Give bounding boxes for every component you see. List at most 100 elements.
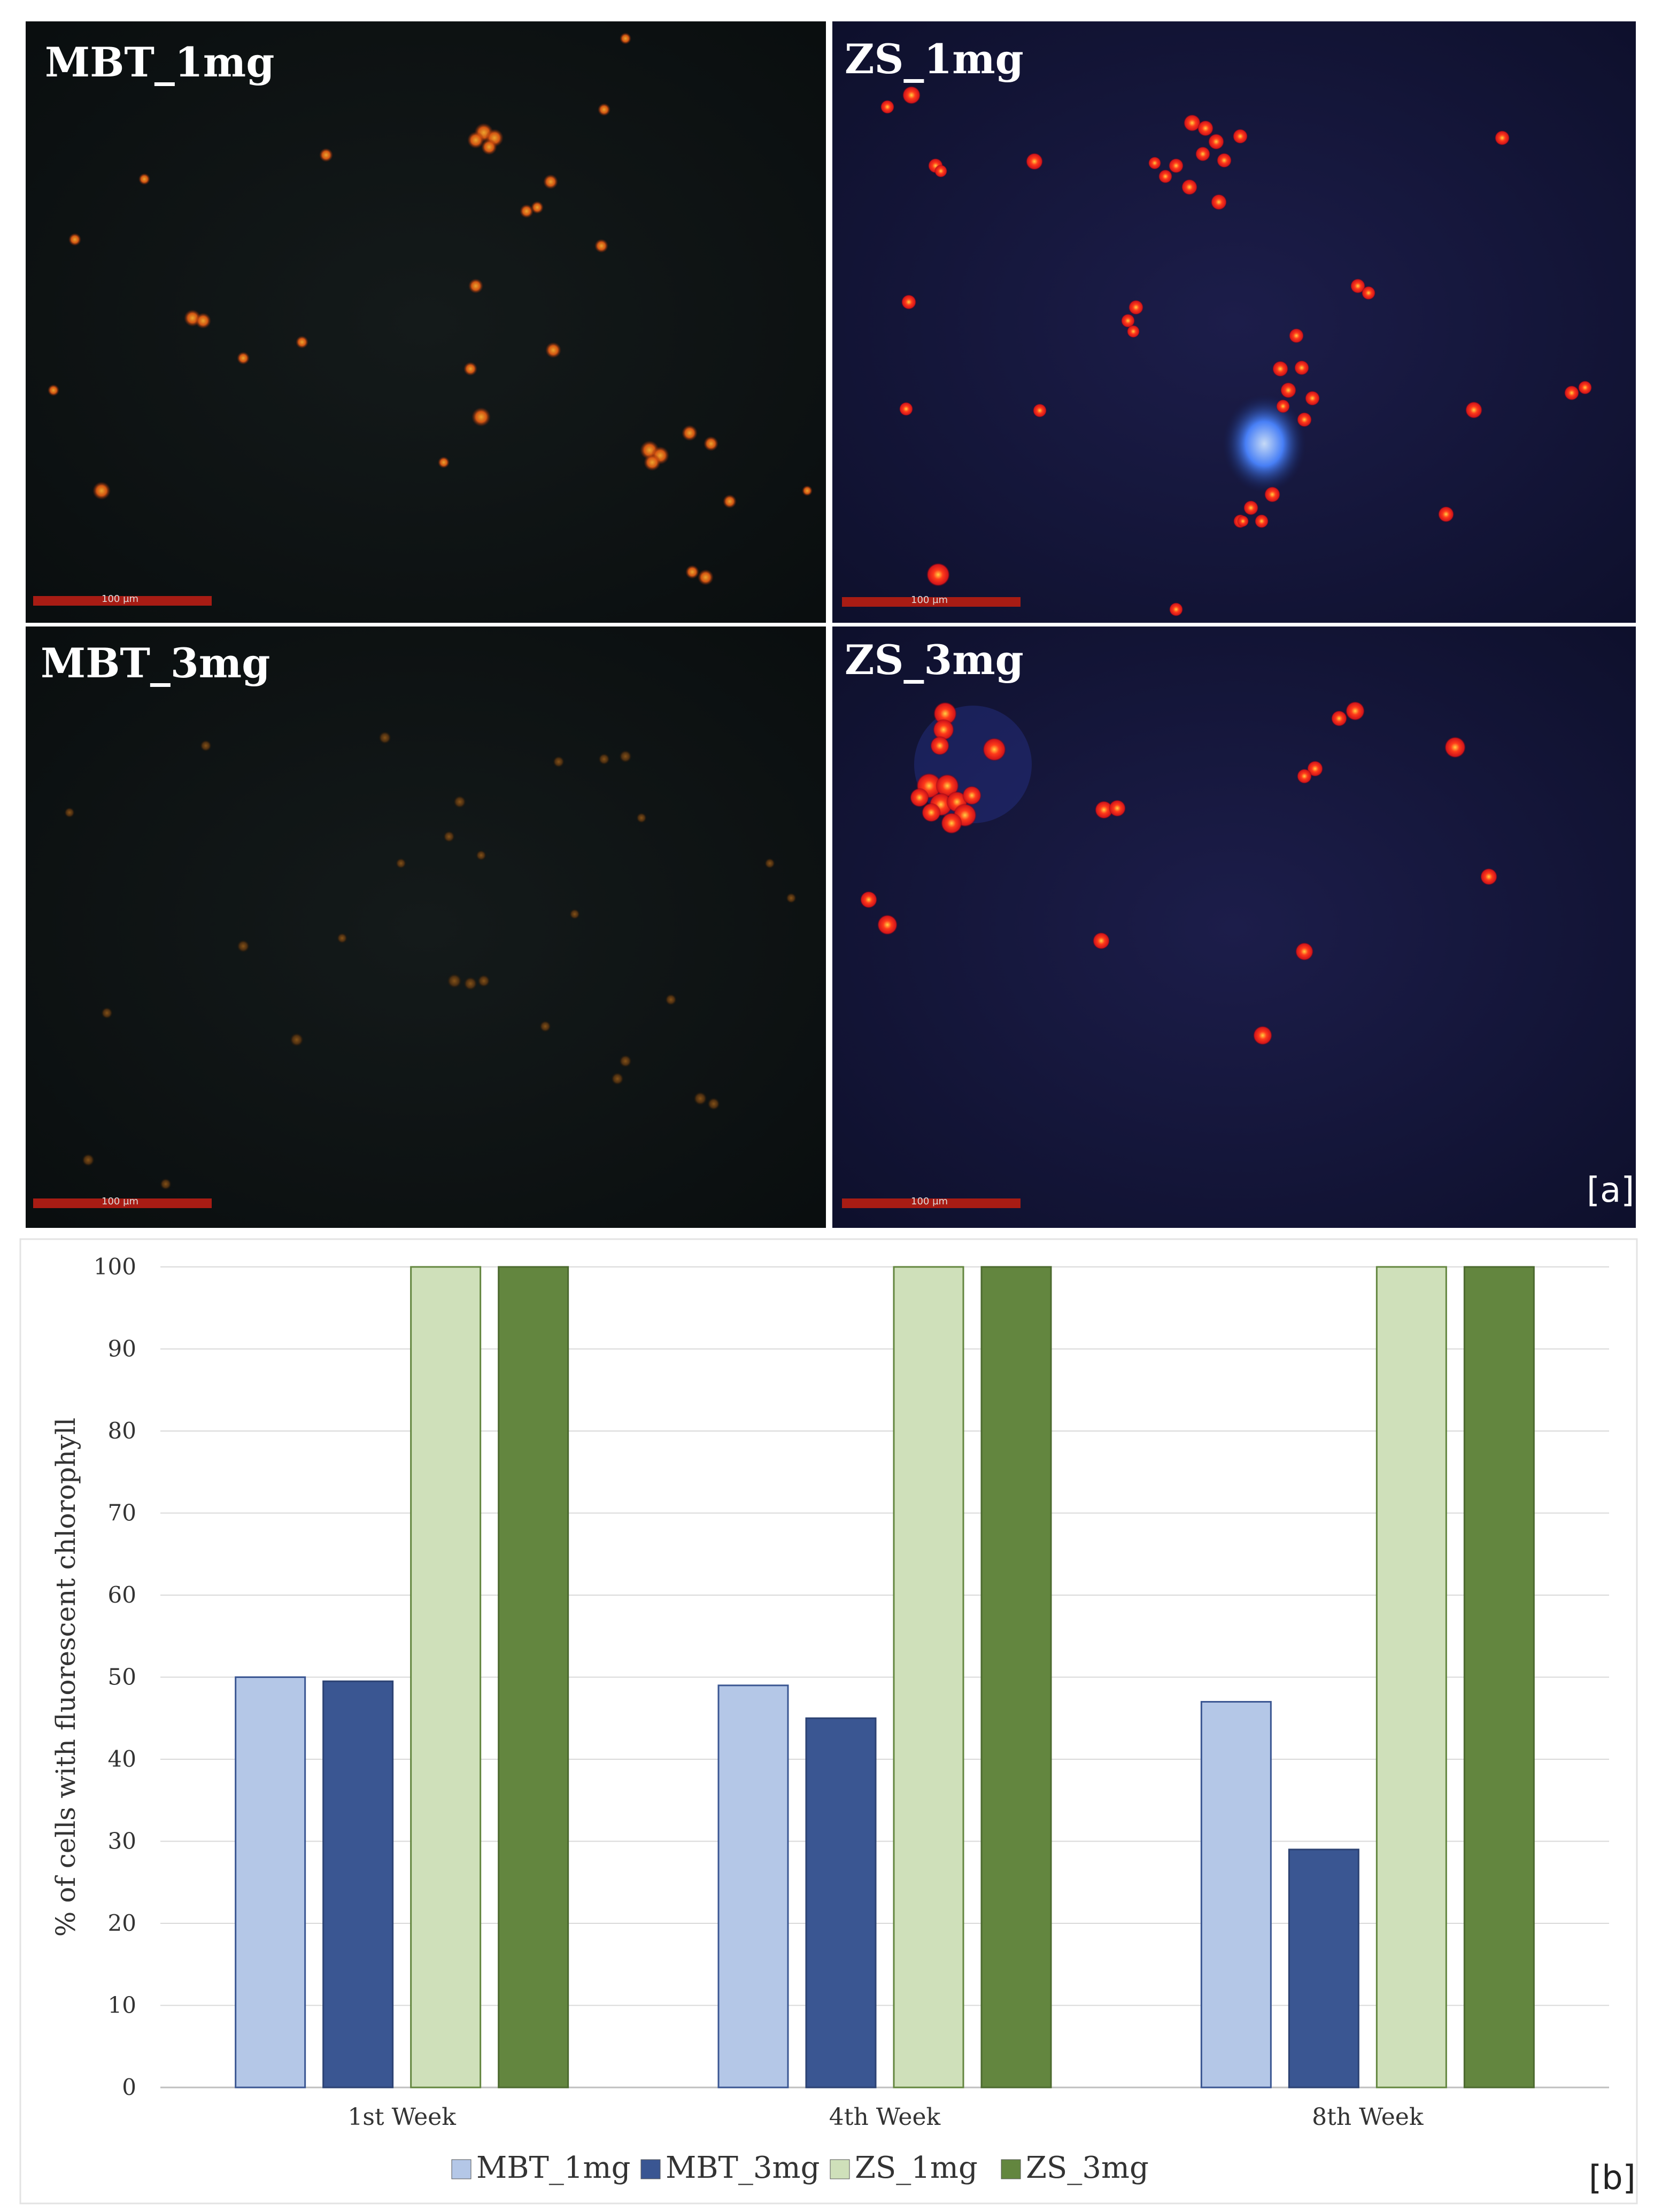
cell xyxy=(1276,399,1290,413)
cell xyxy=(1438,506,1454,522)
cell xyxy=(936,774,959,798)
corner-label-b: [b] xyxy=(1589,2158,1636,2197)
cell xyxy=(195,313,211,329)
cell xyxy=(1495,130,1510,145)
cell xyxy=(92,482,111,500)
corner-label-a: [a] xyxy=(1587,1171,1635,1210)
bar-zs-3mg xyxy=(498,1266,569,2089)
bar-mbt-1mg xyxy=(717,1684,789,2089)
cell xyxy=(1129,300,1143,315)
bar-mbt-3mg xyxy=(805,1717,877,2089)
legend-swatch xyxy=(451,2159,472,2179)
cell xyxy=(594,239,608,253)
cell xyxy=(1362,286,1375,300)
cell xyxy=(611,1072,624,1085)
scale-text: 100 µm xyxy=(102,1196,139,1207)
cell xyxy=(545,342,561,358)
cell xyxy=(200,740,212,752)
micrograph-mbt-3mg xyxy=(26,627,826,1228)
cell xyxy=(1297,412,1312,427)
y-tick-label: 70 xyxy=(108,1500,136,1526)
cell xyxy=(922,803,941,822)
cell xyxy=(1233,129,1248,144)
legend-swatch xyxy=(1001,2159,1021,2179)
cell xyxy=(396,858,406,869)
cell xyxy=(644,454,661,471)
cell xyxy=(685,565,699,579)
cell xyxy=(237,352,250,365)
cell xyxy=(290,1033,304,1047)
cell xyxy=(1294,360,1309,375)
cell xyxy=(598,103,610,116)
cell xyxy=(1208,134,1224,150)
cell xyxy=(1253,1026,1272,1045)
cell xyxy=(1095,801,1113,819)
cell xyxy=(933,719,954,740)
cell xyxy=(569,909,580,919)
y-tick-label: 50 xyxy=(108,1664,136,1690)
cell xyxy=(467,132,484,149)
cell xyxy=(337,933,347,943)
cell xyxy=(1217,153,1232,168)
scale-text: 100 µm xyxy=(911,594,948,606)
cell xyxy=(1127,325,1140,338)
bar-mbt-1mg xyxy=(1200,1701,1272,2089)
cell xyxy=(704,436,718,451)
cell xyxy=(1346,701,1365,721)
cell xyxy=(877,915,898,935)
cell xyxy=(636,813,647,823)
y-tick-label: 10 xyxy=(108,1992,136,2018)
cell xyxy=(598,753,610,765)
cell xyxy=(1280,382,1296,398)
cell xyxy=(64,807,75,818)
cell xyxy=(443,831,455,842)
cell xyxy=(296,336,308,349)
cell xyxy=(1211,194,1227,210)
cell xyxy=(1237,515,1249,527)
cell xyxy=(1272,361,1288,377)
cell xyxy=(1295,942,1313,961)
cell xyxy=(48,384,59,396)
cell xyxy=(941,813,962,834)
cell xyxy=(901,295,916,310)
cell xyxy=(553,756,565,768)
cell xyxy=(1264,486,1280,502)
cell xyxy=(463,362,477,376)
cell xyxy=(82,1154,95,1166)
panel-label-zs-1mg: ZS_1mg xyxy=(845,35,1024,83)
cells-zs-1mg xyxy=(880,86,1592,616)
cell xyxy=(438,457,450,468)
cell xyxy=(1297,769,1312,784)
scale-text: 100 µm xyxy=(102,593,139,605)
cell xyxy=(930,736,949,755)
cell xyxy=(237,940,250,953)
cell xyxy=(1350,279,1365,293)
panel-label-zs-3mg: ZS_3mg xyxy=(845,636,1024,684)
cell xyxy=(1148,157,1161,169)
cell xyxy=(472,407,491,427)
cell xyxy=(934,165,947,177)
legend-swatch xyxy=(830,2159,850,2179)
bar-zs-3mg xyxy=(980,1266,1052,2089)
legend-entry: ZS_3mg xyxy=(1026,2151,1149,2185)
scale-bar xyxy=(842,1198,1021,1208)
x-tick-label: 8th Week xyxy=(1312,2103,1424,2131)
bar-zs-1mg xyxy=(893,1266,964,2089)
panel-label-mbt-1mg: MBT_1mg xyxy=(45,38,275,86)
cell xyxy=(476,850,486,861)
cell xyxy=(1305,391,1320,406)
bar-mbt-1mg xyxy=(235,1676,306,2089)
cells-mbt-1mg xyxy=(48,33,813,585)
cell xyxy=(620,33,631,44)
legend-entry: MBT_1mg xyxy=(476,2151,630,2185)
y-tick-label: 30 xyxy=(108,1828,136,1854)
legend-swatch xyxy=(640,2159,661,2179)
x-tick-label: 4th Week xyxy=(829,2103,941,2131)
cell xyxy=(1197,120,1214,136)
y-tick-label: 20 xyxy=(108,1910,136,1936)
panel-label-mbt-3mg: MBT_3mg xyxy=(41,639,270,687)
cell xyxy=(723,494,737,508)
bar-zs-1mg xyxy=(410,1266,482,2089)
cell xyxy=(933,702,957,725)
